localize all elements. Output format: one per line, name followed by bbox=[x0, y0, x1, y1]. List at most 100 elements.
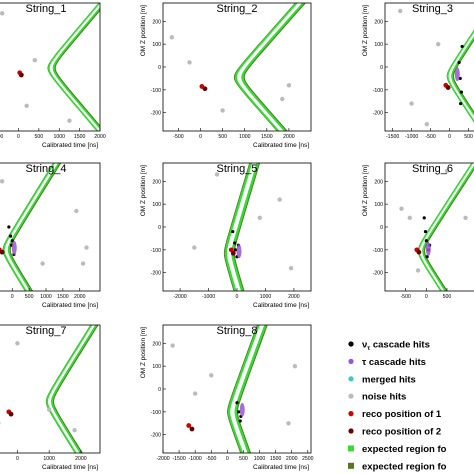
x-tick-label: 0 bbox=[425, 294, 428, 300]
band-inner-left bbox=[49, 3, 100, 131]
noise-hit bbox=[187, 60, 192, 65]
legend-label: reco position of 2 bbox=[362, 427, 441, 438]
panel-string_3: -1500 -1000 -500 0 500-200-1000100200String_… bbox=[362, 2, 474, 140]
y-axis-label: OM Z position [m] bbox=[362, 165, 369, 216]
band-green-right bbox=[234, 325, 267, 453]
band-edge-olive-right bbox=[53, 325, 99, 453]
panel-string_7: 0 1000 2000 String_7 Calibrated time [ns] bbox=[0, 324, 101, 471]
x-tick-label: -500 bbox=[0, 134, 3, 140]
x-axis-label: Calibrated time [ns] bbox=[42, 464, 98, 471]
band-green-right bbox=[231, 163, 260, 291]
cascade-hit bbox=[238, 419, 242, 423]
noise-hit bbox=[292, 363, 298, 369]
plot-area bbox=[170, 325, 298, 453]
plot-frame bbox=[0, 324, 101, 454]
legend-label: expected region fo bbox=[362, 461, 447, 472]
panel-string_2: -500 0 500 1000 1500 2000 -200 -100 0 100 200 Strin… bbox=[140, 2, 312, 149]
x-tick-label: 1500 bbox=[57, 294, 69, 300]
x-tick-label: -1500 bbox=[386, 134, 399, 140]
x-axis-label: Calibrated time [ns] bbox=[253, 464, 309, 471]
plot-area bbox=[0, 163, 89, 291]
y-tick-label: 0 bbox=[158, 65, 161, 71]
band-inner-right bbox=[233, 325, 265, 453]
legend-item: expected region fo bbox=[348, 444, 447, 455]
x-tick-label: 500 bbox=[464, 134, 473, 140]
band-inner-right bbox=[52, 6, 100, 130]
plot-area bbox=[192, 163, 294, 291]
band-green-right bbox=[52, 6, 100, 130]
legend-label: reco position of 1 bbox=[362, 409, 442, 420]
panel-string_5: -2000 -1000 0 1000 2000-200-1000100200String… bbox=[140, 162, 312, 309]
x-tick-label: -1000 bbox=[405, 134, 418, 140]
noise-hit bbox=[257, 215, 262, 221]
noise-hit bbox=[170, 343, 175, 348]
reco-position-2 bbox=[202, 86, 208, 92]
y-axis-label: OM Z position [m] bbox=[362, 5, 369, 56]
x-tick-label: 0 bbox=[199, 134, 202, 140]
x-tick-label: 2000 bbox=[283, 134, 295, 140]
legend-marker bbox=[348, 358, 354, 364]
band-edge-olive-left bbox=[223, 163, 251, 291]
legend-marker bbox=[348, 341, 354, 347]
band-inner-left bbox=[230, 325, 262, 453]
plot-area bbox=[0, 325, 99, 453]
band-green-left bbox=[2, 163, 57, 291]
x-tick-label: 500 bbox=[35, 134, 44, 140]
reco-position-2 bbox=[189, 426, 195, 432]
y-tick-label: 200 bbox=[152, 19, 161, 25]
y-tick-label: -200 bbox=[373, 271, 383, 277]
noise-hit bbox=[424, 121, 429, 127]
cascade-hit bbox=[423, 229, 428, 234]
noise-hit bbox=[209, 373, 214, 378]
noise-hit bbox=[463, 215, 468, 221]
band-edge-olive-right bbox=[243, 3, 307, 131]
x-tick-label: -500 bbox=[400, 294, 410, 300]
band-inner-left bbox=[448, 32, 474, 120]
y-tick-label: 100 bbox=[152, 202, 161, 208]
band-inner-left bbox=[4, 163, 57, 291]
y-tick-label: -100 bbox=[373, 88, 383, 94]
band-edge-olive-right bbox=[236, 325, 268, 453]
x-tick-label: 1500 bbox=[74, 134, 86, 140]
x-tick-label: 1000 bbox=[40, 294, 52, 300]
noise-hit bbox=[84, 245, 89, 250]
band-green-left bbox=[227, 325, 261, 453]
legend-label: τ cascade hits bbox=[362, 357, 426, 368]
panel-title: String_6 bbox=[412, 163, 453, 175]
band-edge-olive-right bbox=[424, 168, 474, 291]
y-axis-label: OM Z position [m] bbox=[140, 165, 147, 216]
reco-position-2 bbox=[8, 411, 14, 417]
x-tick-label: 500 bbox=[218, 134, 227, 140]
cascade-hit bbox=[237, 410, 241, 414]
noise-hit bbox=[398, 8, 403, 14]
tau-cascade-hits bbox=[425, 242, 431, 256]
noise-hit bbox=[286, 421, 291, 426]
y-tick-label: -100 bbox=[151, 248, 161, 254]
band-green-left bbox=[224, 163, 253, 291]
band-green-left bbox=[446, 29, 474, 123]
legend-item: ντ cascade hits bbox=[348, 340, 430, 353]
x-tick-label: 0 bbox=[448, 134, 451, 140]
panel-string_8: -2000 -1500 -1000 -500 0 500 1000 1500 2000 2500-… bbox=[140, 324, 314, 471]
x-tick-label: -500 bbox=[206, 456, 216, 462]
plot-area bbox=[398, 8, 474, 127]
legend-item: reco position of 2 bbox=[348, 427, 441, 438]
noise-hit bbox=[214, 172, 220, 177]
cascade-hit bbox=[459, 101, 463, 106]
legend-label: ντ cascade hits bbox=[362, 340, 430, 353]
x-axis-label: Calibrated time [ns] bbox=[42, 142, 98, 149]
tau-cascade-hits bbox=[454, 67, 460, 82]
x-tick-label: 500 bbox=[443, 294, 452, 300]
noise-hit bbox=[0, 179, 5, 184]
x-tick-label: 1000 bbox=[260, 294, 272, 300]
cascade-hit bbox=[424, 239, 428, 243]
band-inner-left bbox=[226, 163, 254, 291]
noise-hit bbox=[74, 208, 79, 214]
noise-hit bbox=[169, 35, 175, 40]
y-tick-label: 200 bbox=[374, 19, 383, 25]
legend-marker bbox=[348, 393, 354, 399]
noise-hit bbox=[0, 421, 1, 425]
x-tick-label: 2000 bbox=[94, 134, 106, 140]
tau-cascade-hits bbox=[236, 244, 242, 259]
plot-area bbox=[399, 163, 474, 291]
